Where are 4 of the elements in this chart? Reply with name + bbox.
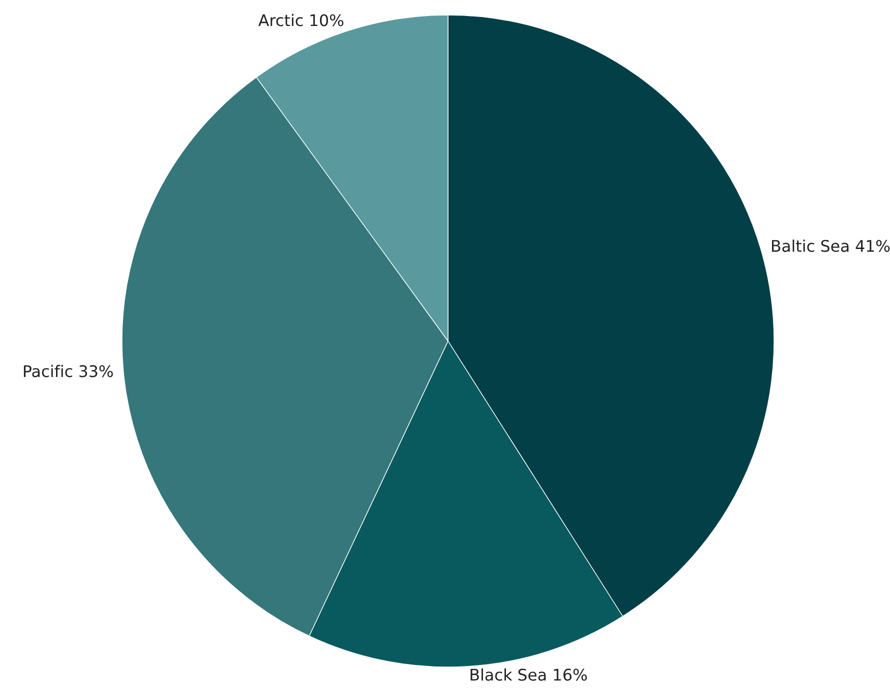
slice-label: Black Sea 16% bbox=[470, 668, 587, 681]
slice-label: Baltic Sea 41% bbox=[772, 240, 890, 252]
slice-label: Pacific 33% bbox=[24, 364, 113, 378]
slice-label: Arctic 10% bbox=[258, 14, 344, 26]
